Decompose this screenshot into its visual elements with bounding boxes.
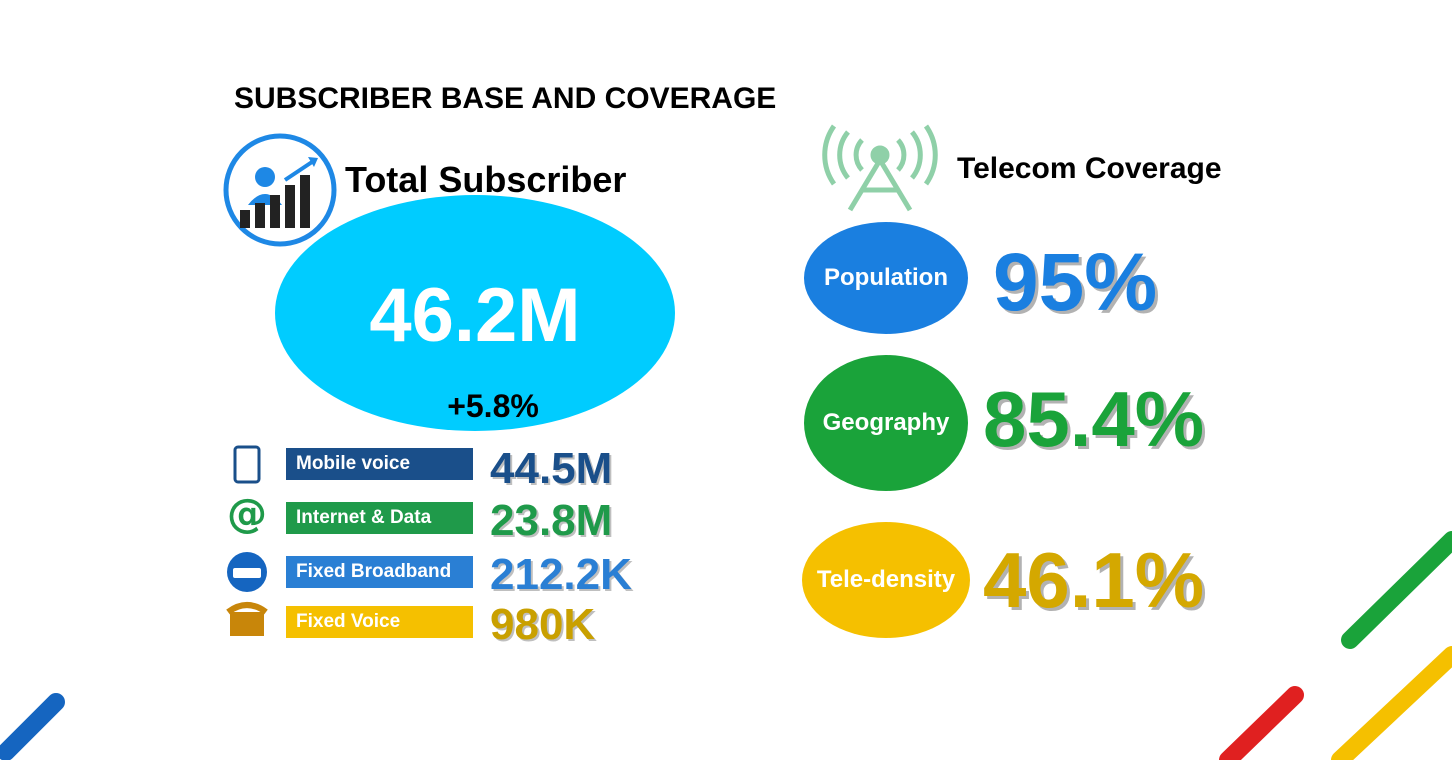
antenna-icon (822, 124, 938, 212)
svg-text:@: @ (227, 491, 267, 537)
row-value: 23.8M (490, 496, 613, 545)
row-value: 980K (490, 600, 596, 649)
row-label: Mobile voice (286, 448, 473, 480)
page-title: SUBSCRIBER BASE AND COVERAGE (234, 82, 777, 115)
coverage-label: Population (804, 222, 968, 334)
growth: +5.8% (447, 388, 539, 424)
coverage-label: Geography (804, 355, 968, 491)
row-label: Fixed Voice (286, 606, 473, 638)
row-value: 212.2K (490, 550, 632, 599)
coverage-value: 85.4% (983, 375, 1205, 463)
row-value: 44.5M (490, 444, 613, 493)
total-ellipse (275, 195, 675, 431)
coverage-value: 95% (993, 237, 1158, 328)
row-label: Internet & Data (286, 502, 473, 534)
row-icons: @ (226, 445, 268, 636)
subscriber-heading: Total Subscriber (345, 159, 627, 200)
coverage-label: Tele-density (802, 522, 970, 638)
row-label: Fixed Broadband (286, 556, 473, 588)
coverage-heading: Telecom Coverage (957, 152, 1222, 185)
total-value: 46.2M (369, 273, 581, 358)
coverage-value: 46.1% (983, 536, 1205, 624)
stripes (0, 531, 1452, 760)
subscriber-icon (223, 133, 337, 247)
